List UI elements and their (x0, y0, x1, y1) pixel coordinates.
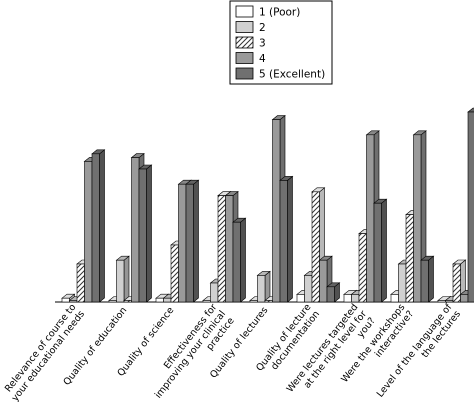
bar-front (69, 300, 78, 303)
bar (420, 255, 435, 303)
bar-front (326, 286, 335, 303)
bar-front (185, 183, 194, 303)
bar-front (155, 297, 164, 303)
bar-front (390, 294, 399, 303)
bar-front (178, 183, 187, 303)
bar-side (146, 164, 152, 303)
bar-front (131, 157, 140, 303)
legend-label: 1 (Poor) (259, 7, 300, 19)
plot-area (55, 107, 474, 303)
bar-front (304, 275, 313, 303)
bar-front (108, 300, 117, 303)
bar-front (358, 233, 367, 303)
bar-front (420, 259, 429, 303)
bar-front (373, 202, 382, 303)
bar-front (437, 300, 446, 303)
legend-swatch (235, 21, 254, 33)
bar (115, 255, 130, 303)
legend-swatch (235, 52, 254, 64)
bar-front (296, 294, 305, 303)
bar-side (287, 175, 293, 303)
category-labels: Relevance of course toyour educational n… (1, 301, 463, 403)
bar-group (390, 130, 435, 303)
bar-side (428, 255, 434, 303)
bar-front (311, 191, 320, 303)
bar (467, 107, 474, 303)
category-label: Relevance of course toyour educational n… (1, 302, 87, 402)
bar-front (249, 300, 258, 303)
bar-front (343, 294, 352, 303)
legend-label: 4 (259, 53, 266, 65)
bar-group (155, 179, 200, 303)
bar-side (193, 179, 199, 303)
legend-swatch (235, 5, 254, 18)
legend-swatch (235, 36, 254, 49)
legend: 1 (Poor) 2 3 4 5 (Excellent) (229, 0, 333, 85)
bar-front (413, 134, 422, 303)
bar-side (123, 255, 130, 303)
bar-front (319, 259, 328, 303)
bar-front (232, 221, 241, 303)
bar-side (381, 198, 387, 303)
legend-swatch (235, 67, 254, 80)
bar-front (460, 294, 469, 303)
bar-front (445, 300, 454, 303)
bar-front (366, 134, 375, 303)
bar (373, 198, 388, 303)
bar-front (76, 263, 85, 303)
bar-front (351, 294, 360, 303)
bar (256, 270, 271, 303)
bar (185, 179, 200, 303)
bar-front (398, 263, 407, 303)
bar-front (225, 195, 234, 303)
bar-front (138, 168, 147, 303)
bar (91, 149, 106, 303)
bar-side (99, 149, 105, 303)
bar-front (279, 180, 288, 303)
bar-group (343, 130, 388, 303)
bar-front (264, 300, 273, 303)
bar-front (170, 244, 179, 303)
bar-front (116, 259, 125, 303)
bar-front (123, 300, 132, 303)
bar-front (61, 297, 70, 303)
bar-top (467, 107, 474, 113)
bar-front (272, 119, 281, 303)
bar-group (249, 114, 294, 303)
bar-front (257, 275, 266, 303)
bar-front (210, 282, 219, 303)
bar (279, 175, 294, 303)
bar-front (467, 111, 474, 303)
legend-label: 2 (259, 22, 266, 34)
legend-label: 3 (259, 38, 266, 50)
bar-group (202, 190, 247, 303)
bar (138, 164, 153, 303)
bar-side (240, 217, 246, 303)
bar-group (296, 187, 341, 303)
bar-front (84, 161, 93, 303)
bar (232, 217, 247, 303)
bar-front (91, 153, 100, 303)
bar-front (405, 214, 414, 303)
bar-front (452, 263, 461, 303)
bar-group (108, 152, 153, 303)
category-label-line: your educational needs (10, 309, 87, 402)
bar-front (163, 297, 172, 303)
legend-label: 5 (Excellent) (259, 69, 325, 81)
bar-group (61, 149, 106, 303)
bar-front (217, 195, 226, 303)
bar (326, 282, 341, 303)
bar-front (202, 300, 211, 303)
bar-group (437, 107, 474, 303)
